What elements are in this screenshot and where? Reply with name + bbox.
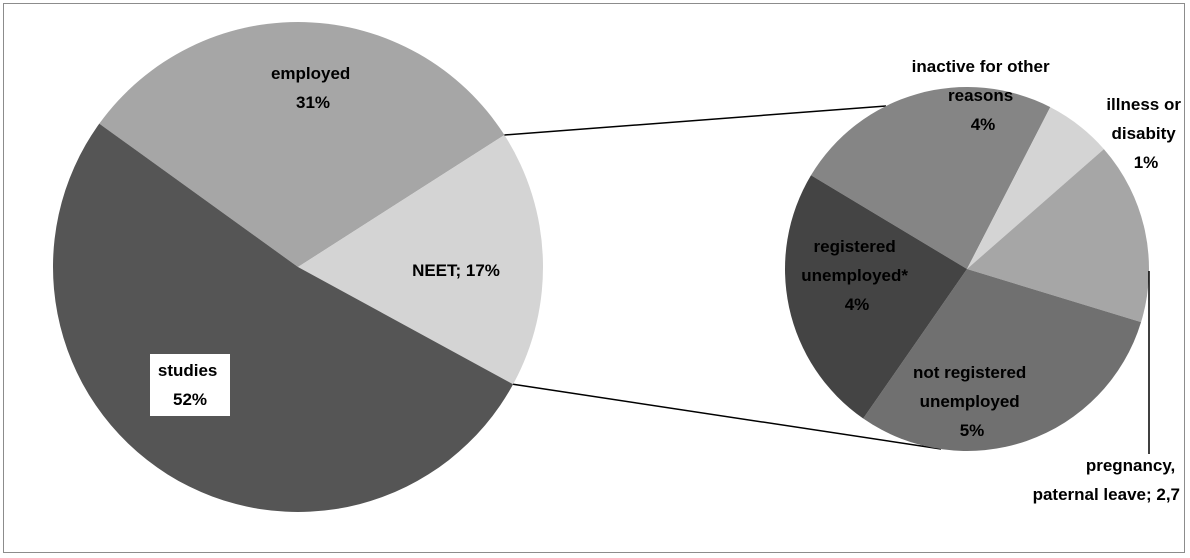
main-slice-neet	[298, 135, 543, 385]
slice-label-illness: illness or disabity 1%	[1106, 95, 1185, 172]
slice-label-not-registered-unemployed: not registered unemployed 5%	[913, 363, 1031, 440]
connector-line-top	[504, 105, 887, 136]
sub-pie	[784, 87, 1149, 452]
slice-label-registered-unemployed: registered unemployed* 4%	[801, 237, 912, 314]
slice-label-inactive-other: inactive for other reasons 4%	[912, 57, 1055, 134]
slice-label-pregnancy: pregnancy, paternal leave; 2,7	[1033, 456, 1180, 504]
sub-slice-illness-or-disabity	[967, 107, 1104, 270]
main-slice-employed	[99, 21, 505, 268]
sub-slice-not-registered-unemployed	[863, 269, 1142, 452]
sub-slice-pregnancy-paternal-leave	[967, 149, 1149, 323]
slice-label-employed: employed 31%	[271, 64, 355, 112]
sub-slice-inactive-for-other-reasons	[810, 87, 1051, 269]
sub-slice-registered-unemployed	[784, 175, 967, 419]
connector-line-bottom	[512, 383, 942, 450]
connector-lines	[504, 105, 942, 450]
studies-label-box	[150, 354, 230, 416]
slice-label-studies: studies 52%	[158, 361, 222, 409]
slice-label-neet: NEET; 17%	[412, 261, 500, 280]
